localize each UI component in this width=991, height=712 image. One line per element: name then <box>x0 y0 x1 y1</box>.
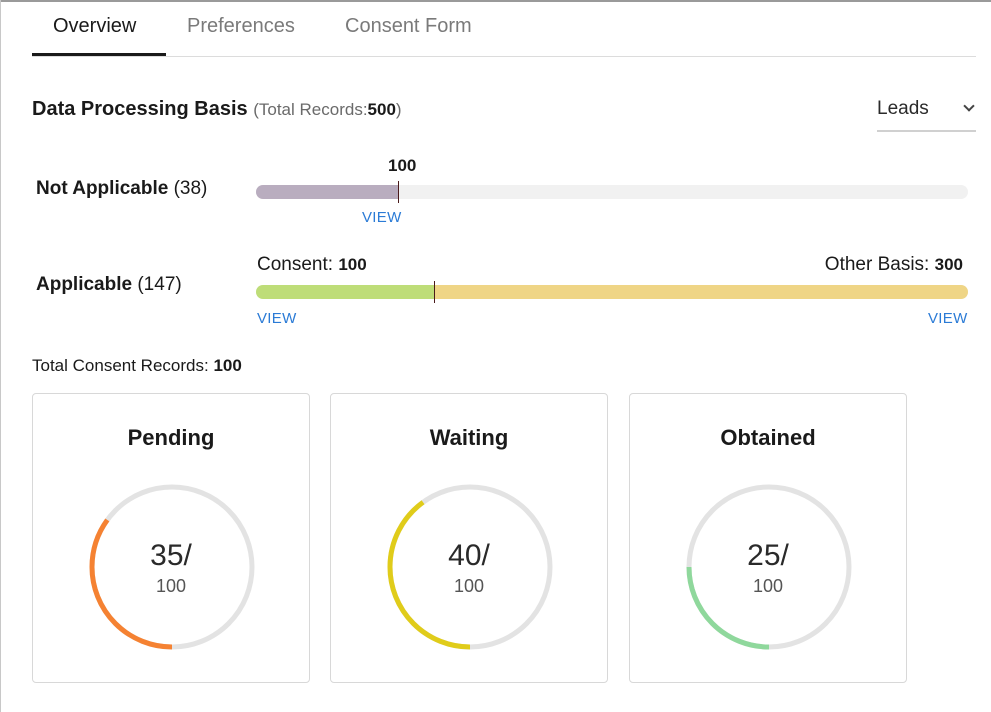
not-applicable-bar <box>256 185 968 199</box>
window-left-border <box>0 0 1 712</box>
tab-bar: Overview Preferences Consent Form <box>32 0 976 57</box>
section-title-text: Data Processing Basis <box>32 98 248 120</box>
obtained-donut-chart <box>686 484 852 650</box>
waiting-card-title: Waiting <box>429 425 509 450</box>
pending-card-title: Pending <box>127 425 215 450</box>
window-top-border <box>0 0 991 2</box>
total-consent-label: Total Consent Records: <box>32 356 209 375</box>
not-applicable-marker-value: 100 <box>388 156 417 175</box>
active-tab-indicator <box>32 53 166 56</box>
consent-bar-segment <box>256 285 434 299</box>
obtained-card[interactable]: Obtained 25/ 100 <box>629 393 907 683</box>
not-applicable-view-link[interactable]: VIEW <box>362 209 402 226</box>
applicable-marker <box>434 281 435 303</box>
total-consent-records: Total Consent Records: 100 <box>32 356 242 376</box>
waiting-donut-arc <box>387 484 553 650</box>
other-basis-bar-segment <box>434 285 968 299</box>
pending-total: 100 <box>155 576 187 596</box>
other-basis-caption-value: 300 <box>934 255 963 274</box>
consent-caption: Consent: 100 <box>257 254 367 276</box>
tab-overview[interactable]: Overview <box>53 15 137 37</box>
other-basis-caption-label: Other Basis: <box>824 254 930 275</box>
applicable-count: (147) <box>137 274 182 295</box>
tab-preferences[interactable]: Preferences <box>187 15 295 37</box>
obtained-count: 25/ <box>747 539 789 572</box>
obtained-total: 100 <box>752 576 784 596</box>
waiting-count: 40/ <box>448 539 490 572</box>
waiting-total: 100 <box>453 576 485 596</box>
other-basis-view-link[interactable]: VIEW <box>928 310 968 327</box>
pending-count: 35/ <box>150 539 192 572</box>
applicable-label: Applicable (147) <box>36 274 182 296</box>
obtained-donut-arc <box>686 484 852 650</box>
pending-donut-arc <box>89 484 255 650</box>
waiting-card[interactable]: Waiting 40/ 100 <box>330 393 608 683</box>
obtained-card-title: Obtained <box>720 425 816 450</box>
not-applicable-count: (38) <box>173 178 208 199</box>
chevron-down-icon <box>963 100 975 112</box>
not-applicable-title: Not Applicable <box>36 178 169 199</box>
not-applicable-label: Not Applicable (38) <box>36 178 207 200</box>
applicable-title: Applicable <box>36 274 133 295</box>
pending-donut-chart <box>89 484 255 650</box>
applicable-bar <box>256 285 968 299</box>
total-consent-value: 100 <box>213 356 242 375</box>
waiting-donut-chart <box>387 484 553 650</box>
other-basis-caption: Other Basis: 300 <box>825 254 963 276</box>
total-records: (Total Records:500) <box>253 100 401 119</box>
not-applicable-bar-fill <box>256 185 398 199</box>
consent-view-link[interactable]: VIEW <box>257 310 297 327</box>
consent-caption-value: 100 <box>338 255 367 274</box>
total-records-value: 500 <box>367 100 396 119</box>
consent-caption-label: Consent: <box>257 254 334 275</box>
module-select[interactable]: Leads <box>877 97 976 132</box>
pending-card[interactable]: Pending 35/ 100 <box>32 393 310 683</box>
section-title: Data Processing Basis (Total Records:500… <box>32 98 402 121</box>
not-applicable-marker <box>398 181 399 203</box>
tab-consent-form[interactable]: Consent Form <box>345 15 472 37</box>
module-select-value: Leads <box>877 98 929 119</box>
total-records-suffix: ) <box>395 100 402 119</box>
total-records-prefix: (Total Records: <box>253 100 368 119</box>
